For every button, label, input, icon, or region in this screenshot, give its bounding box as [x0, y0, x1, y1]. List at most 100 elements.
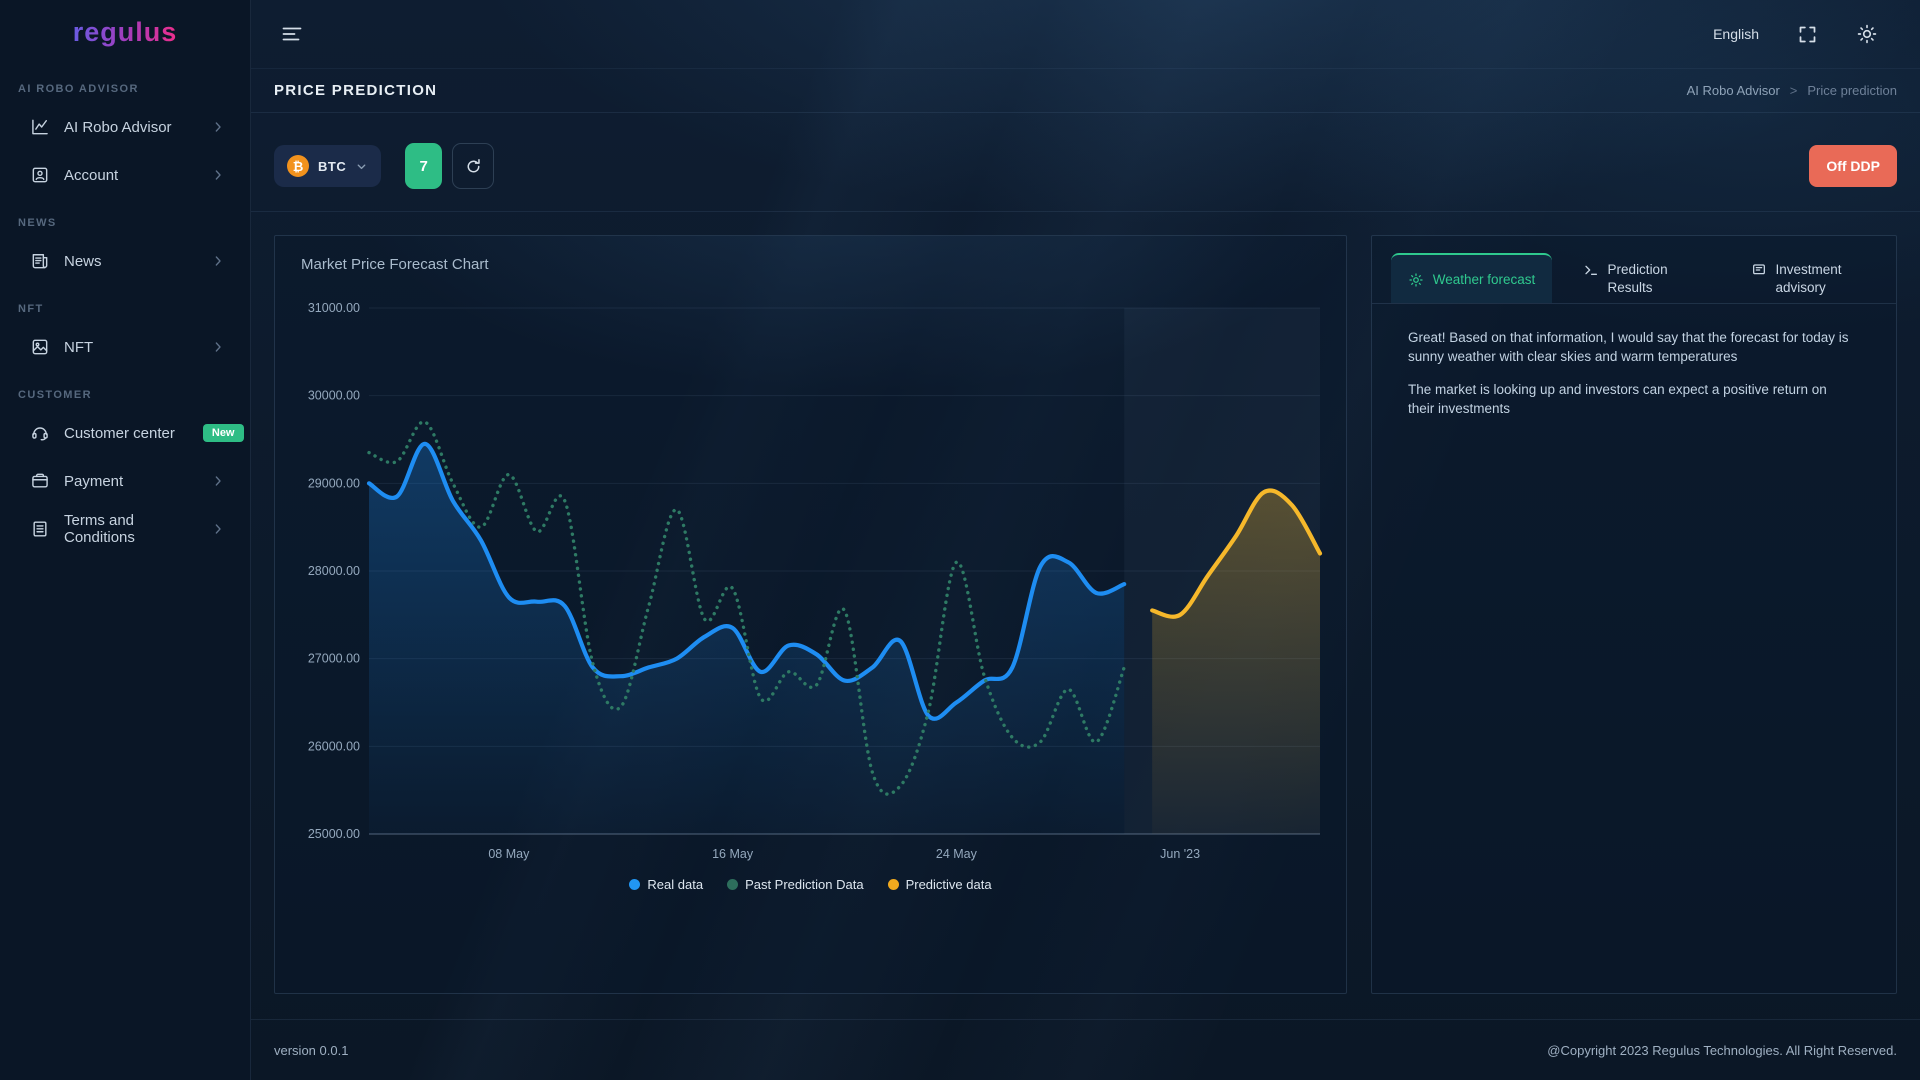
- svg-text:16 May: 16 May: [712, 847, 754, 861]
- forecast-text: Great! Based on that information, I woul…: [1408, 328, 1856, 433]
- sidebar-item-label: News: [64, 252, 102, 270]
- topbar-right: English: [1713, 23, 1878, 45]
- legend-label: Real data: [647, 877, 704, 892]
- svg-text:30000.00: 30000.00: [308, 389, 360, 403]
- version-text: version 0.0.1: [274, 1042, 349, 1058]
- svg-text:31000.00: 31000.00: [308, 301, 360, 315]
- sidebar-item-news[interactable]: News: [0, 237, 250, 285]
- fullscreen-icon: [1797, 24, 1818, 45]
- sidebar-item-terms-and-conditions[interactable]: Terms and Conditions: [0, 505, 250, 553]
- asset-label: BTC: [318, 158, 347, 174]
- svg-text:27000.00: 27000.00: [308, 652, 360, 666]
- chart-title: Market Price Forecast Chart: [301, 256, 489, 273]
- legend-dot-icon: [727, 879, 739, 890]
- legend-label: Past Prediction Data: [745, 877, 864, 892]
- chevron-right-icon: [210, 473, 226, 489]
- document-icon: [30, 519, 50, 539]
- line-chart-icon: [30, 117, 50, 137]
- new-badge: New: [202, 424, 244, 442]
- topbar: English: [251, 0, 1920, 68]
- sidebar-item-label: AI Robo Advisor: [64, 118, 172, 136]
- chevron-right-icon: [210, 521, 226, 537]
- toolbar: ₿ BTC 7 Off DDP: [251, 113, 1920, 212]
- svg-text:Jun '23: Jun '23: [1160, 847, 1200, 861]
- sidebar-item-customer-center[interactable]: Customer center New: [0, 409, 250, 457]
- sidebar-section-news: NEWS: [18, 217, 57, 229]
- sidebar-item-payment[interactable]: Payment: [0, 457, 250, 505]
- refresh-button[interactable]: [452, 143, 495, 189]
- advisory-icon: [1751, 262, 1767, 278]
- tab-label: Investment advisory: [1775, 262, 1842, 296]
- forecast-panel: Weather forecast Prediction Results Inve…: [1371, 235, 1897, 994]
- footer: version 0.0.1 @Copyright 2023 Regulus Te…: [251, 1019, 1920, 1080]
- content-row: Market Price Forecast Chart 25000.00 2600…: [251, 235, 1920, 994]
- copyright-text: @Copyright 2023 Regulus Technologies. Al…: [1547, 1042, 1897, 1058]
- fullscreen-button[interactable]: [1797, 24, 1818, 45]
- sidebar-item-ai-robo-advisor[interactable]: AI Robo Advisor: [0, 103, 250, 151]
- chevron-down-icon: [355, 160, 368, 173]
- asset-select[interactable]: ₿ BTC: [274, 145, 382, 187]
- sidebar-item-label: Payment: [64, 472, 124, 490]
- legend-item: Predictive data: [887, 877, 992, 892]
- language-selector[interactable]: English: [1713, 26, 1759, 42]
- sun-icon: [1408, 272, 1424, 288]
- sidebar-item-label: NFT: [64, 338, 94, 356]
- wallet-icon: [30, 471, 50, 491]
- hamburger-icon: [280, 22, 304, 46]
- chevron-right-icon: [210, 253, 226, 269]
- breadcrumb-current: Price prediction: [1807, 83, 1897, 98]
- tab-investment-advisory[interactable]: Investment advisory: [1720, 253, 1888, 303]
- sidebar-item-label: Customer center: [64, 424, 175, 442]
- page-header: PRICE PREDICTION AI Robo Advisor > Price…: [251, 68, 1920, 113]
- svg-text:28000.00: 28000.00: [308, 564, 360, 578]
- forecast-tabs: Weather forecast Prediction Results Inve…: [1391, 253, 1888, 303]
- breadcrumb: AI Robo Advisor > Price prediction: [1687, 83, 1897, 98]
- tab-weather-forecast[interactable]: Weather forecast: [1391, 253, 1553, 303]
- off-ddp-button[interactable]: Off DDP: [1809, 145, 1897, 187]
- page-title: PRICE PREDICTION: [274, 82, 438, 99]
- terminal-icon: [1583, 262, 1599, 278]
- sidebar-section-nft: NFT: [18, 303, 44, 315]
- svg-text:26000.00: 26000.00: [308, 739, 360, 753]
- newspaper-icon: [30, 251, 50, 271]
- tab-label: Weather forecast: [1432, 271, 1536, 287]
- sidebar-item-label: Terms and Conditions: [64, 512, 135, 546]
- refresh-icon: [464, 157, 483, 176]
- chevron-right-icon: [210, 339, 226, 355]
- legend-dot-icon: [887, 879, 899, 890]
- user-card-icon: [30, 165, 50, 185]
- tab-label: Prediction Results: [1607, 262, 1668, 296]
- svg-text:08 May: 08 May: [488, 847, 530, 861]
- forecast-paragraph: The market is looking up and investors c…: [1408, 382, 1827, 417]
- chevron-right-icon: [210, 119, 226, 135]
- sidebar-section-ai-robo-advisor: AI ROBO ADVISOR: [18, 83, 139, 95]
- image-icon: [30, 337, 50, 357]
- brand-logo[interactable]: regulus: [72, 17, 178, 47]
- legend-item: Past Prediction Data: [727, 877, 864, 892]
- forecast-paragraph: Great! Based on that information, I woul…: [1408, 330, 1849, 365]
- chevron-right-icon: [210, 167, 226, 183]
- chart-legend: Real data Past Prediction Data Predictive …: [275, 877, 1346, 892]
- legend-item: Real data: [629, 877, 703, 892]
- menu-toggle-button[interactable]: [280, 22, 304, 46]
- sun-icon: [1856, 23, 1878, 45]
- breadcrumb-parent[interactable]: AI Robo Advisor: [1686, 83, 1780, 98]
- prediction-days-button[interactable]: 7: [405, 143, 443, 189]
- svg-text:25000.00: 25000.00: [308, 827, 360, 841]
- sidebar: regulus AI ROBO ADVISOR AI Robo Advisor …: [0, 0, 251, 1080]
- sidebar-item-label: Account: [64, 166, 119, 184]
- sidebar-section-customer: CUSTOMER: [18, 389, 92, 401]
- svg-text:24 May: 24 May: [936, 847, 978, 861]
- price-chart: 25000.00 26000.00 27000.00 28000.00 29000.00…: [308, 301, 1323, 861]
- bitcoin-icon: ₿: [287, 155, 309, 177]
- svg-text:29000.00: 29000.00: [308, 476, 360, 490]
- main-area: English PRICE PREDICTION AI Robo Advisor…: [251, 0, 1920, 1080]
- theme-toggle-button[interactable]: [1856, 23, 1878, 45]
- sidebar-item-account[interactable]: Account: [0, 151, 250, 199]
- breadcrumb-separator: >: [1789, 83, 1798, 98]
- sidebar-item-nft[interactable]: NFT: [0, 323, 250, 371]
- tab-prediction-results[interactable]: Prediction Results: [1552, 253, 1720, 303]
- legend-label: Predictive data: [905, 877, 992, 892]
- legend-dot-icon: [629, 879, 641, 890]
